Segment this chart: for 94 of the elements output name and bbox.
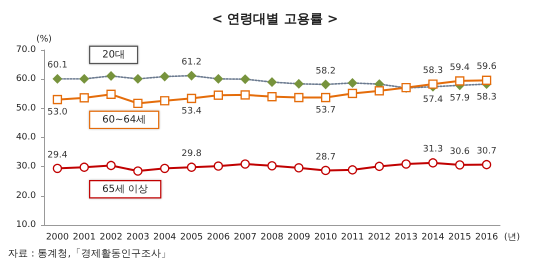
data-label: 59.4 xyxy=(450,62,470,73)
point xyxy=(133,166,143,176)
data-label: 60.1 xyxy=(47,60,68,71)
point xyxy=(52,164,62,174)
data-label: 31.3 xyxy=(422,144,443,155)
point xyxy=(348,165,358,175)
point xyxy=(160,164,170,174)
point xyxy=(186,71,196,80)
data-label: 57.9 xyxy=(450,93,470,104)
y-tick-label: 70.0 xyxy=(16,45,36,55)
point xyxy=(106,160,116,170)
data-label: 29.8 xyxy=(182,149,202,160)
x-tick-label: 2003 xyxy=(126,232,150,242)
point xyxy=(428,79,438,89)
data-label: 58.3 xyxy=(422,66,443,76)
point xyxy=(320,80,330,90)
point xyxy=(80,74,89,84)
data-label: 58.2 xyxy=(316,66,336,76)
x-tick-label: 2010 xyxy=(314,232,338,242)
data-label: 29.4 xyxy=(47,150,68,160)
y-tick-label: 40.0 xyxy=(16,132,36,142)
point xyxy=(428,158,438,168)
point xyxy=(240,74,250,84)
point xyxy=(214,161,224,171)
x-tick-label: 2007 xyxy=(234,232,257,242)
data-label: 30.7 xyxy=(476,146,497,156)
x-tick-label: 2011 xyxy=(341,232,364,242)
point xyxy=(294,92,304,102)
point xyxy=(240,90,250,100)
y-tick-label: 30.0 xyxy=(16,162,36,172)
point xyxy=(482,76,492,85)
x-tick-label: 2004 xyxy=(153,232,176,242)
data-label: 53.7 xyxy=(316,106,336,116)
x-tick-label: 2013 xyxy=(394,232,418,242)
point xyxy=(455,160,464,170)
x-tick-label: 2002 xyxy=(100,232,123,242)
data-label: 53.4 xyxy=(182,106,202,117)
x-tick-label: 2014 xyxy=(421,232,445,242)
series-label: 65세 이상 xyxy=(102,184,148,195)
data-label: 28.7 xyxy=(316,152,336,162)
y-tick-label: 60.0 xyxy=(16,74,36,84)
chart-title: < 연령대별 고용률 > xyxy=(212,12,338,27)
point xyxy=(294,163,304,172)
y-tick-label: 50.0 xyxy=(16,103,36,114)
point xyxy=(482,160,492,170)
point xyxy=(294,79,304,88)
series-label: 60~64세 xyxy=(102,114,146,126)
data-label: 58.3 xyxy=(476,92,497,102)
y-axis-title: (%) xyxy=(36,34,52,44)
point xyxy=(348,88,358,98)
x-axis-title: (년) xyxy=(504,232,520,242)
point xyxy=(133,74,143,84)
x-tick-label: 2008 xyxy=(260,232,284,242)
point xyxy=(374,162,384,172)
point xyxy=(52,74,62,84)
point xyxy=(80,162,89,172)
data-label: 57.4 xyxy=(422,94,444,105)
data-label: 53.0 xyxy=(47,108,68,118)
point xyxy=(320,92,330,102)
point xyxy=(186,162,196,172)
text: 자료 : 통계청,「경제활동인구조사」 xyxy=(8,248,171,260)
data-label: 61.2 xyxy=(182,58,202,68)
x-tick-label: 2012 xyxy=(368,232,391,242)
point xyxy=(267,161,277,170)
point xyxy=(267,77,277,87)
x-tick-label: 2000 xyxy=(46,232,70,242)
point xyxy=(214,90,224,100)
point xyxy=(186,94,196,104)
point xyxy=(214,74,224,84)
point xyxy=(401,159,411,169)
point xyxy=(160,96,170,106)
y-tick-label: 10.0 xyxy=(16,220,36,230)
data-label: 59.6 xyxy=(476,62,497,72)
point xyxy=(80,93,89,102)
point xyxy=(267,92,277,102)
x-tick-label: 2016 xyxy=(475,232,498,242)
point xyxy=(160,72,170,82)
point xyxy=(52,94,62,104)
point xyxy=(240,159,250,169)
point xyxy=(348,78,358,88)
x-tick-label: 2005 xyxy=(180,232,203,242)
x-tick-label: 2006 xyxy=(206,232,230,242)
point xyxy=(106,71,116,81)
point xyxy=(133,98,143,108)
point xyxy=(374,86,384,96)
x-tick-label: 2015 xyxy=(448,232,472,242)
x-tick-label: 2001 xyxy=(72,232,96,242)
y-tick-label: 20.0 xyxy=(16,190,36,201)
point xyxy=(321,166,330,176)
point xyxy=(106,90,116,99)
series-label: 20대 xyxy=(102,49,125,60)
data-label: 30.6 xyxy=(450,146,470,157)
point xyxy=(455,76,464,86)
x-tick-label: 2009 xyxy=(287,232,311,242)
